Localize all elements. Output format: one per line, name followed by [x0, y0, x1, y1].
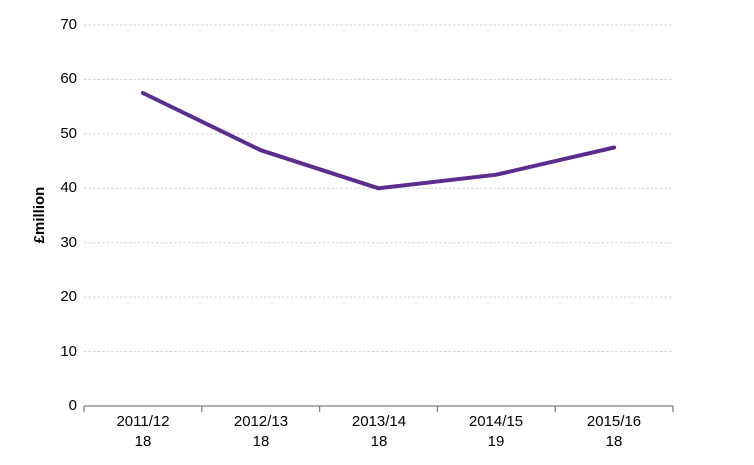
x-category-label: 2014/15 19 [437, 412, 555, 452]
y-tick-label-20: 20 [60, 288, 77, 305]
x-category-label: 2015/16 18 [555, 412, 673, 452]
x-category-year: 2013/14 [351, 413, 407, 430]
x-category-year: 2011/12 [116, 413, 170, 430]
x-category-sublabel: 18 [605, 433, 623, 450]
x-category-sublabel: 18 [252, 433, 270, 450]
y-tick-label-10: 10 [60, 343, 77, 360]
x-category-label: 2013/14 18 [320, 412, 438, 452]
x-category-sublabel: 18 [134, 433, 152, 450]
x-category-sublabel: 19 [487, 433, 505, 450]
y-tick-label-40: 40 [60, 179, 77, 196]
x-category-label: 2011/12 18 [84, 412, 202, 452]
x-category-year: 2012/13 [233, 413, 289, 430]
y-tick-label-30: 30 [60, 234, 77, 251]
x-category-label: 2012/13 18 [202, 412, 320, 452]
y-tick-label-50: 50 [60, 125, 77, 142]
x-category-sublabel: 18 [370, 433, 388, 450]
y-tick-label-0: 0 [68, 397, 77, 414]
y-axis-title: £million [31, 186, 48, 244]
y-tick-label-60: 60 [60, 70, 77, 87]
x-category-year: 2014/15 [468, 413, 524, 430]
y-tick-label-70: 70 [60, 16, 77, 33]
x-category-year: 2015/16 [586, 413, 642, 430]
series-line [140, 91, 617, 191]
